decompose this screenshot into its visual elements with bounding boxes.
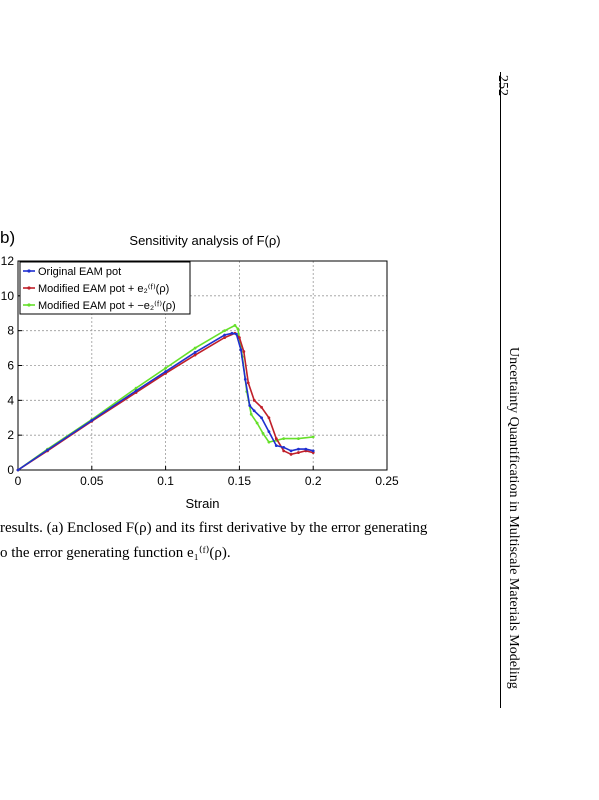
data-point xyxy=(193,353,197,357)
data-point xyxy=(297,437,300,441)
data-point xyxy=(90,418,94,422)
x-tick-label: 0.2 xyxy=(305,474,322,488)
x-tick-label: 0.05 xyxy=(80,474,104,488)
y-tick-label: 10 xyxy=(1,289,15,303)
data-point xyxy=(267,440,271,444)
data-point xyxy=(16,468,20,472)
legend-box xyxy=(19,261,191,315)
legend-label: Modified EAM pot + e₂⁽ᶠ⁾(ρ) xyxy=(38,283,169,295)
data-point xyxy=(223,329,227,333)
data-point xyxy=(282,449,286,453)
data-point xyxy=(311,435,315,439)
y-tick-label: 4 xyxy=(7,393,14,407)
caption-line-1: results. (a) Enclosed F(ρ) and its first… xyxy=(0,520,428,536)
data-point xyxy=(248,404,252,407)
y-tick-label: 0 xyxy=(7,463,14,477)
data-point xyxy=(46,448,49,452)
legend-marker xyxy=(27,286,31,290)
data-point xyxy=(289,449,293,453)
data-point xyxy=(242,350,246,353)
data-point xyxy=(249,412,253,416)
data-point xyxy=(252,409,256,413)
data-point xyxy=(267,416,271,420)
legend-marker xyxy=(27,269,31,273)
data-point xyxy=(289,452,293,456)
data-point xyxy=(164,366,168,370)
data-point xyxy=(261,432,265,435)
data-point xyxy=(282,437,286,441)
data-point xyxy=(260,416,263,420)
data-point xyxy=(246,381,250,385)
data-point xyxy=(297,451,300,454)
data-point xyxy=(255,421,259,425)
page-number: 252 xyxy=(495,75,510,96)
data-point xyxy=(164,370,168,373)
x-tick-label: 0.15 xyxy=(228,474,252,488)
chart-title: Sensitivity analysis of F(ρ) xyxy=(129,233,281,248)
data-point xyxy=(223,333,227,337)
data-point xyxy=(193,351,197,354)
data-point xyxy=(233,324,237,327)
x-tick-label: 0 xyxy=(15,474,22,488)
x-tick-label: 0.25 xyxy=(375,474,399,488)
legend-label: Modified EAM pot + −e₂⁽ᶠ⁾(ρ) xyxy=(38,300,176,312)
data-point xyxy=(236,327,240,331)
y-tick-label: 8 xyxy=(7,324,14,338)
x-tick-label: 0.1 xyxy=(157,474,174,488)
data-point xyxy=(297,447,300,451)
data-point xyxy=(134,389,138,393)
x-axis-label: Strain xyxy=(186,496,220,511)
data-point xyxy=(230,331,234,335)
y-tick-label: 6 xyxy=(7,359,14,373)
caption-line-2: o the error generating function e₁⁽ᶠ⁾(ρ)… xyxy=(0,545,231,561)
y-tick-label: 2 xyxy=(7,428,14,442)
data-point xyxy=(238,336,241,340)
data-point xyxy=(311,449,315,453)
panel-label: b) xyxy=(0,228,16,247)
data-point xyxy=(223,336,227,340)
running-header: Uncertainty Quantification in Multiscale… xyxy=(506,347,521,689)
data-point xyxy=(274,437,278,441)
data-point xyxy=(304,447,308,451)
data-point xyxy=(193,346,197,350)
data-point xyxy=(252,398,256,402)
legend-marker xyxy=(27,303,31,307)
data-point xyxy=(282,445,286,449)
data-point xyxy=(243,378,247,381)
data-point xyxy=(267,430,271,434)
legend-label: Original EAM pot xyxy=(38,266,121,278)
data-point xyxy=(134,386,138,390)
data-point xyxy=(239,348,243,352)
data-point xyxy=(260,405,263,409)
data-point xyxy=(235,332,238,336)
data-point xyxy=(274,444,278,448)
y-tick-label: 12 xyxy=(1,254,15,268)
margin-rule xyxy=(500,72,501,708)
